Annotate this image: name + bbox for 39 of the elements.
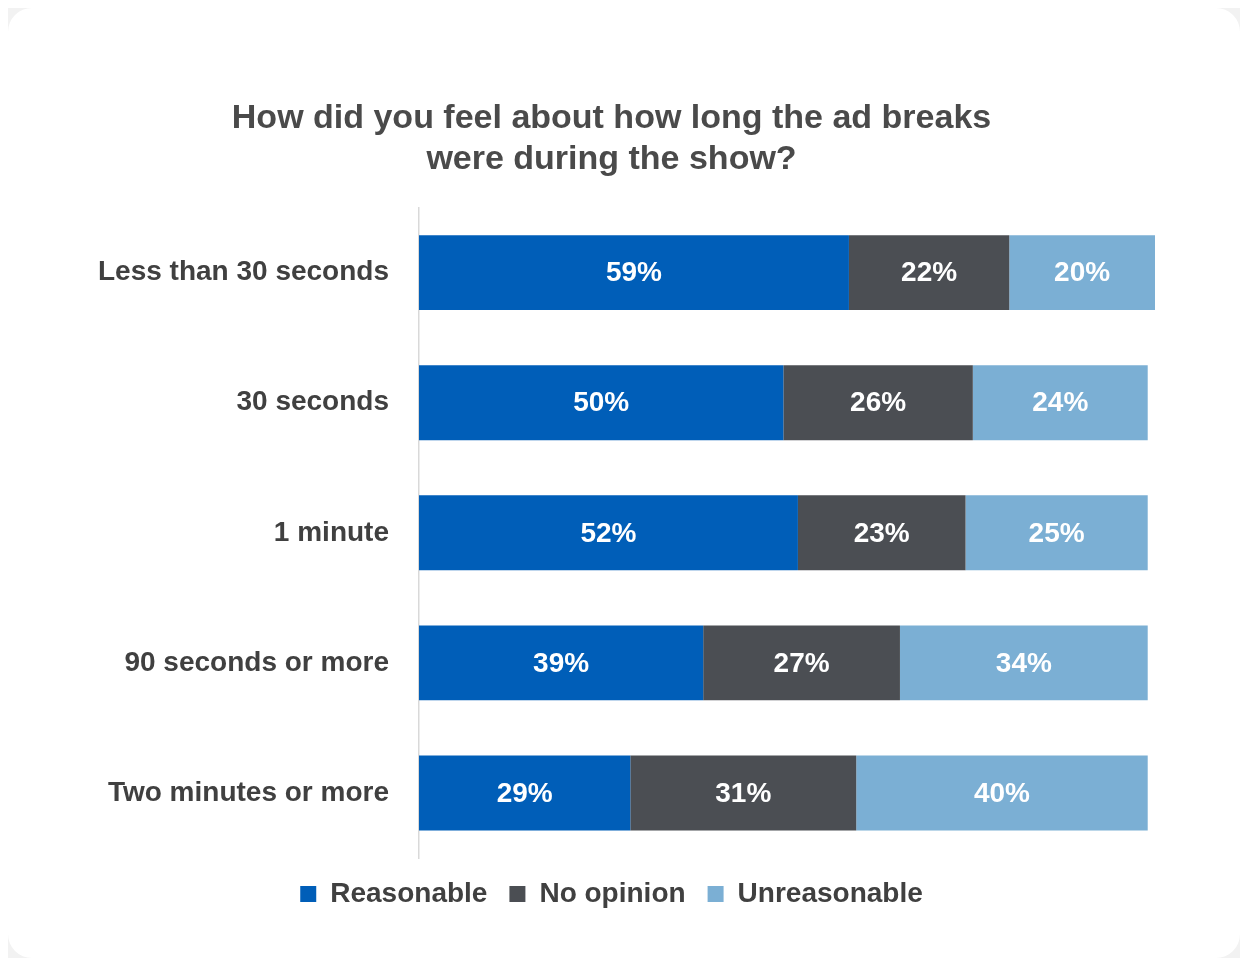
- bar: [899, 625, 1148, 701]
- data-label: 25%: [1028, 516, 1085, 548]
- chart-title: How did you feel about how long the ad breaks were during the show?: [231, 96, 992, 176]
- bar: [630, 755, 857, 831]
- data-label: 59%: [605, 256, 663, 288]
- bar: [419, 755, 631, 831]
- bar: [797, 495, 966, 571]
- y-tick-label: 30 seconds: [236, 385, 390, 417]
- data-label: 39%: [533, 646, 590, 678]
- legend-label: Reasonable: [330, 876, 488, 908]
- y-tick-label: 1 minute: [273, 515, 390, 547]
- data-label: 20%: [1054, 256, 1111, 288]
- bar: [419, 365, 784, 441]
- legend-label: No opinion: [539, 876, 686, 908]
- bar: [419, 625, 704, 701]
- data-label: 31%: [715, 776, 772, 808]
- legend-label: Unreasonable: [737, 876, 923, 908]
- bar: [419, 235, 849, 311]
- data-label: 23%: [853, 516, 910, 548]
- bar: [703, 625, 900, 701]
- bar: [856, 755, 1148, 831]
- data-label: 27%: [773, 646, 830, 678]
- bar: [1009, 235, 1155, 311]
- bar: [419, 495, 798, 571]
- data-label: 52%: [580, 516, 637, 548]
- bar: [972, 365, 1148, 441]
- data-label: 24%: [1032, 386, 1089, 418]
- bar: [848, 235, 1010, 311]
- y-tick-label: Less than 30 seconds: [97, 255, 390, 287]
- data-label: 40%: [973, 776, 1031, 808]
- data-label: 22%: [901, 256, 958, 288]
- data-label: 50%: [573, 386, 630, 418]
- y-tick-label: Two minutes or more: [107, 775, 390, 807]
- data-label: 29%: [496, 776, 553, 808]
- y-tick-label: 90 seconds or more: [124, 645, 390, 677]
- bar: [965, 495, 1148, 571]
- data-label: 26%: [850, 386, 907, 418]
- bar: [783, 365, 973, 441]
- data-label: 34%: [995, 646, 1052, 678]
